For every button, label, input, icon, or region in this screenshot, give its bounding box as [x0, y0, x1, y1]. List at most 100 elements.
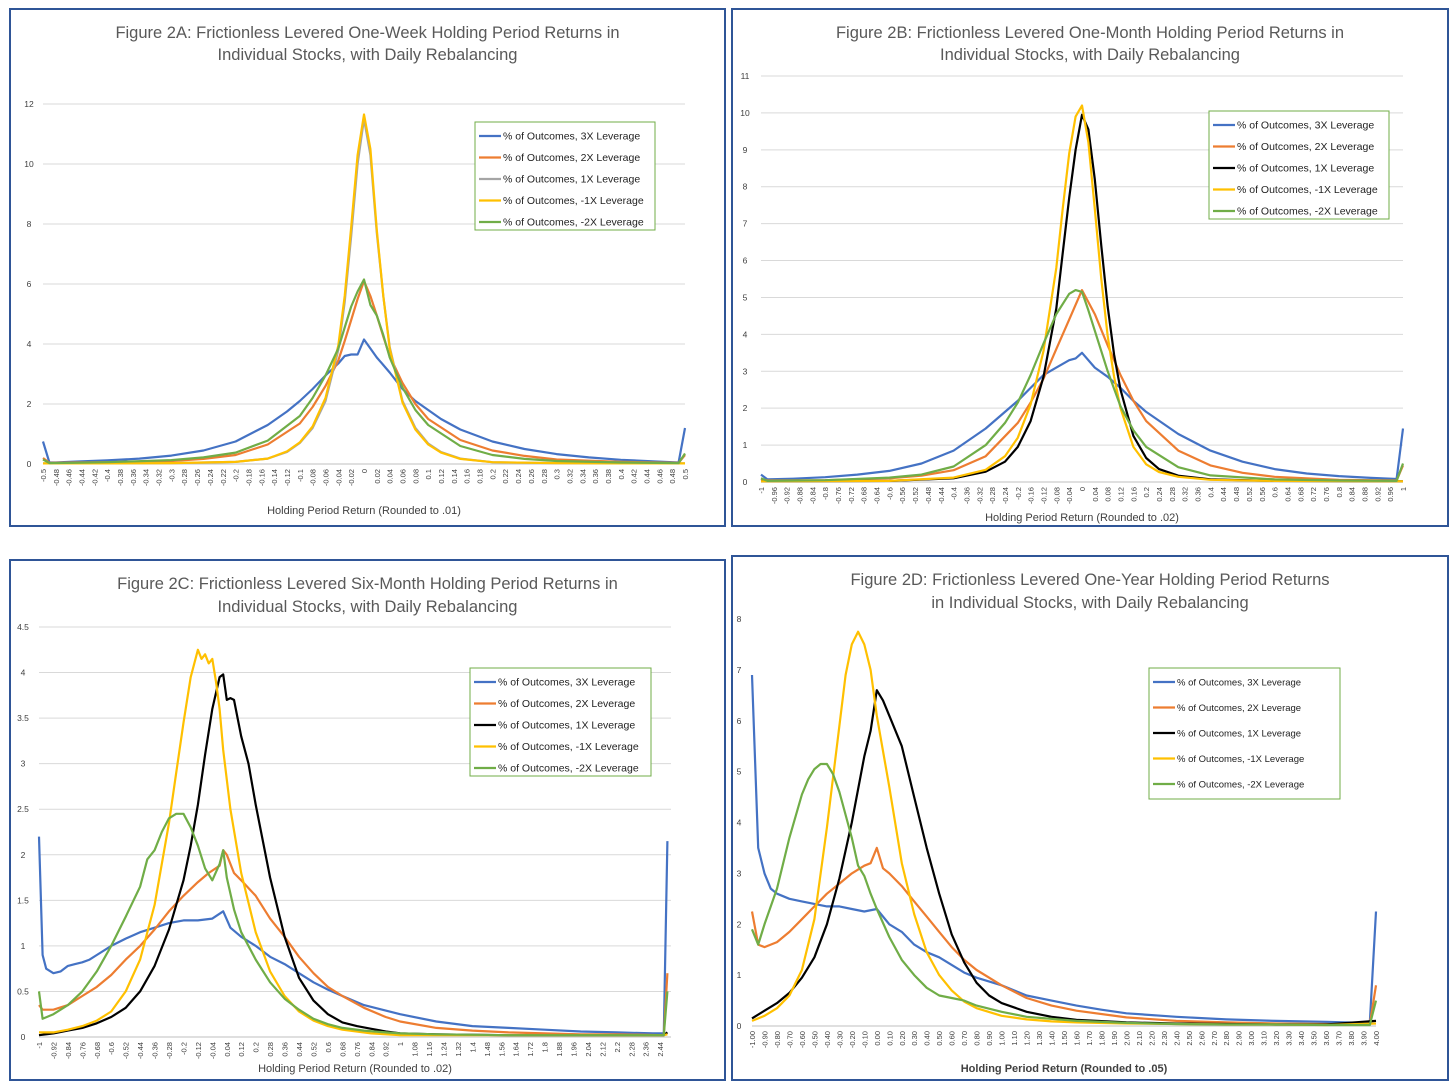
x-tick-label: -0.70 [785, 1031, 794, 1048]
legend-box [1208, 110, 1390, 220]
x-tick-label: -0.02 [347, 469, 356, 486]
chart-title: Individual Stocks, with Daily Rebalancin… [218, 598, 518, 616]
x-tick-label: 2.04 [584, 1042, 593, 1057]
x-tick-label: 1 [396, 1042, 405, 1046]
x-tick-label: 0.84 [367, 1042, 376, 1057]
x-tick-label: 0.32 [1181, 487, 1190, 502]
x-tick-label: 0.68 [338, 1042, 347, 1057]
y-tick-label: 3.5 [17, 713, 29, 723]
x-tick-label: 0.90 [985, 1031, 994, 1046]
x-tick-label: 1.56 [497, 1042, 506, 1057]
x-tick-label: -0.42 [90, 469, 99, 486]
x-tick-label: -0.48 [924, 487, 933, 504]
x-tick-label: -0.6 [107, 1042, 116, 1055]
x-tick-label: -0.52 [911, 487, 920, 504]
series-line-1 [760, 289, 1405, 482]
x-tick-label: 1.60 [1072, 1031, 1081, 1046]
x-tick-label: -1 [757, 487, 766, 494]
y-tick-label: 10 [24, 159, 34, 169]
x-tick-label: 1.80 [1097, 1031, 1106, 1046]
x-tick-label: 0.10 [885, 1031, 894, 1046]
x-tick-label: -0.6 [885, 487, 894, 500]
x-tick-label: 1.30 [1035, 1031, 1044, 1046]
x-tick-label: 4.00 [1372, 1031, 1381, 1046]
x-tick-label: -0.50 [810, 1031, 819, 1048]
series-line-4 [760, 289, 1405, 482]
x-tick-label: 0.88 [1360, 487, 1369, 502]
x-tick-label: -0.92 [49, 1042, 58, 1059]
series-line-4 [42, 278, 686, 465]
chart-panel-2c: Figure 2C: Frictionless Levered Six-Mont… [9, 559, 726, 1081]
legend-label: % of Outcomes, 1X Leverage [498, 720, 635, 732]
x-tick-label: 0.04 [386, 469, 395, 484]
y-tick-label: 8 [27, 219, 32, 229]
y-tick-label: 6 [27, 279, 32, 289]
y-tick-label: 5 [743, 292, 748, 302]
x-tick-label: 1.20 [1023, 1031, 1032, 1046]
y-tick-label: 12 [24, 99, 34, 109]
x-tick-label: -0.08 [1052, 487, 1061, 504]
x-tick-label: 1.70 [1085, 1031, 1094, 1046]
x-tick-label: -0.48 [52, 469, 61, 486]
x-tick-label: -0.12 [283, 469, 292, 486]
x-tick-label: -0.24 [1001, 487, 1010, 504]
legend-label: % of Outcomes, 2X Leverage [503, 152, 640, 164]
chart-panel-2d: Figure 2D: Frictionless Levered One-Year… [731, 555, 1449, 1081]
x-tick-label: 0.76 [1322, 487, 1331, 502]
series-line-0 [760, 351, 1405, 481]
x-tick-label: -0.32 [155, 469, 164, 486]
y-tick-label: 7 [743, 219, 748, 229]
chart-title: Individual Stocks, with Daily Rebalancin… [940, 46, 1240, 64]
legend-box [474, 121, 656, 231]
x-tick-label: -0.68 [860, 487, 869, 504]
x-tick-label: 3.00 [1247, 1031, 1256, 1046]
y-tick-label: 6 [737, 716, 742, 726]
x-tick-label: -0.2 [1014, 487, 1023, 500]
x-tick-label: -0.4 [950, 487, 959, 500]
x-tick-label: -0.08 [309, 469, 318, 486]
x-tick-label: -0.14 [270, 469, 279, 486]
x-tick-label: -0.88 [796, 487, 805, 504]
x-tick-label: -0.28 [180, 469, 189, 486]
x-tick-label: 1.00 [998, 1031, 1007, 1046]
x-tick-label: 2.44 [656, 1042, 665, 1057]
x-tick-label: 0.68 [1296, 487, 1305, 502]
series-line-3 [760, 104, 1404, 483]
x-tick-label: 2.70 [1210, 1031, 1219, 1046]
x-tick-label: 0.2 [1142, 487, 1151, 497]
x-tick-label: 0.52 [1245, 487, 1254, 502]
chart-title: Individual Stocks, with Daily Rebalancin… [218, 46, 518, 64]
x-tick-label: 0.2 [252, 1042, 261, 1052]
legend-box [1148, 667, 1341, 800]
legend-label: % of Outcomes, -2X Leverage [1177, 780, 1304, 791]
legend-label: % of Outcomes, 3X Leverage [498, 677, 635, 689]
x-tick-label: -0.80 [773, 1031, 782, 1048]
legend-label: % of Outcomes, 2X Leverage [498, 698, 635, 710]
legend-label: % of Outcomes, 3X Leverage [1237, 120, 1374, 132]
y-tick-label: 6 [743, 256, 748, 266]
x-tick-label: 3.30 [1285, 1031, 1294, 1046]
x-tick-label: 0.28 [540, 469, 549, 484]
y-tick-label: 3 [737, 868, 742, 878]
x-tick-label: 1 [1399, 487, 1408, 491]
series-line-4 [37, 812, 669, 1037]
x-tick-label: 0.84 [1348, 487, 1357, 502]
x-tick-label: 0.44 [1219, 487, 1228, 502]
x-axis-label: Holding Period Return (Rounded to .02) [985, 512, 1179, 524]
x-tick-label: -0.90 [760, 1031, 769, 1048]
x-tick-label: -1 [35, 1042, 44, 1049]
x-tick-label: 0.36 [591, 469, 600, 484]
x-tick-label: -0.96 [770, 487, 779, 504]
x-tick-label: 1.08 [411, 1042, 420, 1057]
x-tick-label: 3.40 [1297, 1031, 1306, 1046]
x-tick-label: -0.28 [165, 1042, 174, 1059]
x-tick-label: -0.92 [783, 487, 792, 504]
x-tick-label: 3.80 [1347, 1031, 1356, 1046]
x-tick-label: -0.84 [808, 487, 817, 504]
x-tick-label: -0.36 [962, 487, 971, 504]
legend-label: % of Outcomes, -1X Leverage [503, 195, 644, 207]
x-tick-label: 0.16 [463, 469, 472, 484]
x-tick-label: -1.00 [748, 1031, 757, 1048]
y-tick-label: 4 [27, 339, 32, 349]
y-tick-label: 4 [21, 668, 26, 678]
